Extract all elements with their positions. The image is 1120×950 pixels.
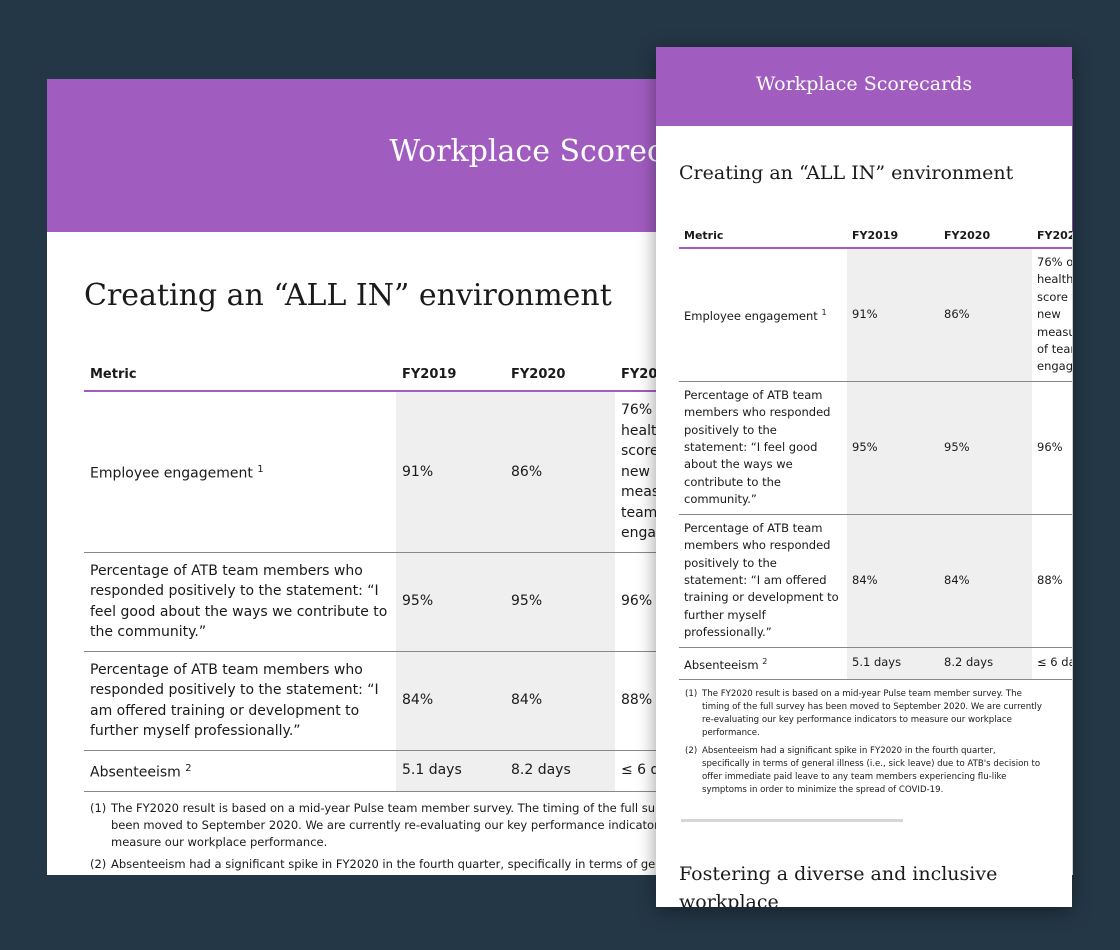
value-cell: 88% bbox=[1032, 514, 1072, 648]
column-header: FY2021 bbox=[1032, 224, 1072, 249]
value-cell: ≤ 6 days bbox=[1032, 647, 1072, 680]
column-header: FY2019 bbox=[396, 359, 505, 392]
metric-text: Absenteeism bbox=[90, 764, 181, 781]
footnote-marker: (2) bbox=[685, 745, 698, 756]
footnote-ref: 2 bbox=[762, 656, 768, 666]
metric-text: Employee engagement bbox=[684, 309, 818, 324]
column-header: Metric bbox=[679, 224, 847, 249]
value-cell: 86% bbox=[505, 391, 615, 553]
metric-text: Employee engagement bbox=[90, 465, 253, 482]
separator bbox=[681, 818, 903, 822]
metric-text: Percentage of ATB team members who respo… bbox=[90, 562, 388, 641]
footnote-marker: (1) bbox=[90, 800, 107, 815]
value-cell: 95% bbox=[939, 381, 1032, 515]
section-heading: Creating an “ALL IN” environment bbox=[84, 278, 612, 313]
value-cell: 95% bbox=[396, 552, 505, 652]
footnotes: (1) The FY2020 result is based on a mid-y… bbox=[685, 688, 1045, 797]
table-row: Employee engagement 191%86%76% of health… bbox=[679, 248, 1072, 382]
metric-cell: Percentage of ATB team members who respo… bbox=[84, 552, 396, 652]
table-row: Percentage of ATB team members who respo… bbox=[84, 552, 715, 652]
footnote: (1) The FY2020 result is based on a mid-y… bbox=[685, 688, 1045, 740]
footnote-text: Absenteeism had a significant spike in F… bbox=[111, 856, 724, 875]
metric-text: Percentage of ATB team members who respo… bbox=[684, 387, 831, 507]
footnote-ref: 2 bbox=[185, 762, 192, 774]
header-title: Workplace Scorecards bbox=[755, 73, 973, 95]
footnote: (2) Absenteeism had a significant spike i… bbox=[685, 745, 1045, 797]
value-cell: 84% bbox=[396, 651, 505, 751]
footnote: (2) Absenteeism had a significant spike i… bbox=[90, 856, 730, 875]
value-cell: 95% bbox=[505, 552, 615, 652]
footnote-ref: 1 bbox=[821, 308, 827, 318]
table-body: Employee engagement 191%86%76% of health… bbox=[679, 248, 1072, 680]
metric-cell: Absenteeism 2 bbox=[679, 647, 847, 680]
value-cell: 96% bbox=[1032, 381, 1072, 515]
value-cell: 84% bbox=[847, 514, 939, 648]
value-cell: 8.2 days bbox=[939, 647, 1032, 680]
table-row: Percentage of ATB team members who respo… bbox=[84, 651, 715, 751]
value-cell: 84% bbox=[505, 651, 615, 751]
next-heading: Fostering a diverse and inclusive workpl… bbox=[679, 862, 998, 907]
value-cell: 5.1 days bbox=[847, 647, 939, 680]
column-header: Metric bbox=[84, 359, 396, 392]
footnote-text: Absenteeism had a significant spike in F… bbox=[702, 745, 1041, 795]
footnote-marker: (1) bbox=[685, 688, 698, 699]
metric-cell: Percentage of ATB team members who respo… bbox=[679, 514, 847, 648]
table-body: Employee engagement 191%86%76% of health… bbox=[84, 391, 715, 792]
column-header: FY2020 bbox=[505, 359, 615, 392]
value-cell: 84% bbox=[939, 514, 1032, 648]
value-cell: 76% of healthy score to new measure of t… bbox=[1032, 248, 1072, 382]
footnote-ref: 1 bbox=[257, 463, 264, 475]
table-row: Percentage of ATB team members who respo… bbox=[679, 514, 1072, 648]
metric-text: Percentage of ATB team members who respo… bbox=[684, 520, 839, 640]
metric-cell: Percentage of ATB team members who respo… bbox=[84, 651, 396, 751]
footnote-text: The FY2020 result is based on a mid-year… bbox=[111, 800, 705, 849]
column-header: FY2019 bbox=[847, 224, 939, 249]
value-cell: 91% bbox=[396, 391, 505, 553]
metric-text: Absenteeism bbox=[684, 657, 759, 672]
metric-cell: Employee engagement 1 bbox=[679, 248, 847, 382]
value-cell: 5.1 days bbox=[396, 750, 505, 792]
metric-cell: Percentage of ATB team members who respo… bbox=[679, 381, 847, 515]
value-cell: 86% bbox=[939, 248, 1032, 382]
table-row: Employee engagement 191%86%76% of health… bbox=[84, 391, 715, 553]
value-cell: 95% bbox=[847, 381, 939, 515]
metric-cell: Absenteeism 2 bbox=[84, 750, 396, 792]
value-cell: 8.2 days bbox=[505, 750, 615, 792]
section-heading: Creating an “ALL IN” environment bbox=[679, 162, 1014, 184]
mobile-view: Workplace Scorecards Creating an “ALL IN”… bbox=[656, 47, 1072, 907]
footnote: (1) The FY2020 result is based on a mid-y… bbox=[90, 800, 730, 851]
footnote-text: The FY2020 result is based on a mid-year… bbox=[702, 688, 1042, 738]
metric-text: Percentage of ATB team members who respo… bbox=[90, 661, 379, 740]
footnote-marker: (2) bbox=[90, 856, 107, 871]
table-row: Percentage of ATB team members who respo… bbox=[679, 381, 1072, 515]
column-header: FY2020 bbox=[939, 224, 1032, 249]
value-cell: 91% bbox=[847, 248, 939, 382]
footnotes: (1) The FY2020 result is based on a mid-y… bbox=[90, 800, 730, 875]
metric-cell: Employee engagement 1 bbox=[84, 391, 396, 553]
header-bar: Workplace Scorecards bbox=[656, 47, 1072, 126]
